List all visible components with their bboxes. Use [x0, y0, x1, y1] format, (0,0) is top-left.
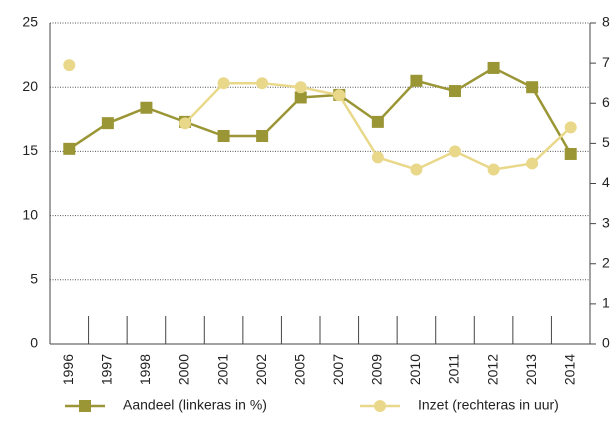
marker [63, 142, 76, 155]
marker [564, 121, 577, 134]
x-tick-label: 1997 [99, 354, 115, 385]
marker [526, 81, 539, 94]
marker [564, 147, 577, 160]
y2-tick-label: 5 [602, 134, 610, 150]
marker [487, 61, 500, 74]
series-line [68, 66, 572, 155]
legend-label: Inzet (rechteras in uur) [418, 397, 559, 413]
marker [179, 117, 191, 130]
marker [256, 77, 269, 90]
x-tick-label: 2002 [253, 354, 269, 385]
legend-label: Aandeel (linkeras in %) [123, 397, 267, 413]
x-tick-label: 2009 [369, 354, 385, 385]
y2-tick-label: 6 [602, 94, 610, 110]
y-tick-label: 0 [30, 335, 38, 351]
y2-tick-label: 2 [602, 254, 610, 270]
marker [101, 117, 114, 130]
legend-marker [79, 400, 91, 412]
x-tick-label: 1998 [137, 354, 153, 385]
y-tick-label: 5 [30, 271, 38, 287]
marker [487, 163, 500, 176]
y2-tick-label: 4 [602, 174, 610, 190]
marker [294, 91, 307, 104]
marker [256, 129, 269, 142]
x-tick-label: 2005 [291, 354, 307, 385]
marker [410, 163, 423, 176]
marker [63, 59, 76, 72]
marker [333, 89, 346, 102]
y2-tick-label: 8 [602, 14, 610, 30]
y2-tick-label: 0 [602, 335, 610, 351]
marker [449, 85, 461, 98]
marker [449, 145, 461, 158]
x-tick-label: 2010 [407, 354, 423, 385]
y-tick-label: 15 [22, 142, 38, 158]
y-tick-label: 10 [22, 206, 38, 222]
y-tick-label: 25 [22, 14, 38, 30]
x-tick-label: 2011 [446, 354, 462, 384]
y2-tick-label: 1 [602, 295, 610, 311]
marker [217, 129, 230, 142]
marker [140, 101, 153, 114]
marker [410, 74, 423, 87]
marker [371, 115, 384, 128]
x-tick-label: 1996 [60, 354, 76, 385]
x-tick-label: 2000 [176, 354, 192, 385]
x-tick-label: 2012 [484, 354, 500, 385]
marker [217, 77, 230, 90]
x-tick-label: 2014 [561, 354, 577, 385]
x-tick-label: 2001 [214, 354, 230, 385]
legend-marker [374, 400, 386, 412]
y2-tick-label: 3 [602, 214, 610, 230]
marker [294, 81, 307, 94]
y-tick-label: 20 [22, 78, 38, 94]
x-tick-label: 2013 [523, 354, 539, 385]
marker [371, 151, 384, 164]
y2-tick-label: 7 [602, 54, 610, 70]
marker [526, 157, 539, 170]
x-tick-label: 2007 [330, 354, 346, 385]
